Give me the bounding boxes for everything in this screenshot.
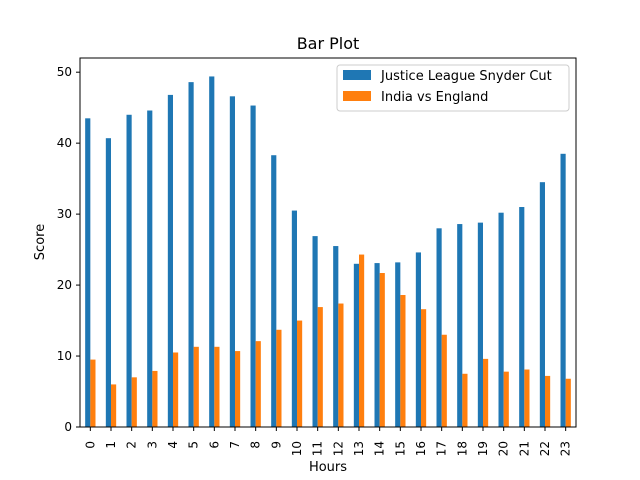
x-tick-label: 7 bbox=[228, 441, 242, 449]
x-tick-label: 11 bbox=[311, 441, 325, 456]
x-tick-label: 6 bbox=[207, 441, 221, 449]
x-tick-label: 20 bbox=[497, 441, 511, 456]
bar-justice-league-20 bbox=[498, 212, 504, 427]
bar-india-vs-england-4 bbox=[173, 352, 179, 427]
x-tick-label: 10 bbox=[290, 441, 304, 456]
bar-justice-league-12 bbox=[333, 246, 339, 427]
x-tick-label: 12 bbox=[331, 441, 345, 456]
legend-swatch bbox=[343, 91, 371, 101]
bar-justice-league-4 bbox=[167, 94, 173, 428]
bar-india-vs-england-23 bbox=[565, 378, 571, 427]
y-tick-label: 50 bbox=[57, 65, 72, 79]
bar-justice-league-8 bbox=[250, 105, 256, 427]
bars-group bbox=[85, 76, 571, 428]
bar-india-vs-england-0 bbox=[90, 359, 96, 427]
x-tick-label: 13 bbox=[352, 441, 366, 456]
legend: Justice League Snyder Cut India vs Englan… bbox=[336, 64, 570, 112]
bar-india-vs-england-17 bbox=[441, 334, 447, 427]
legend-box bbox=[336, 64, 570, 112]
bar-justice-league-21 bbox=[519, 207, 525, 427]
x-tick-label: 16 bbox=[414, 441, 428, 456]
x-tick-label: 3 bbox=[145, 441, 159, 449]
bar-india-vs-england-21 bbox=[524, 369, 530, 427]
bar-justice-league-6 bbox=[209, 76, 215, 427]
bar-india-vs-england-5 bbox=[193, 346, 199, 427]
x-tick-label: 5 bbox=[187, 441, 201, 449]
bar-india-vs-england-10 bbox=[297, 320, 303, 427]
y-tick-label: 40 bbox=[57, 136, 72, 150]
bar-justice-league-11 bbox=[312, 236, 318, 427]
bar-india-vs-england-6 bbox=[214, 346, 220, 427]
bar-justice-league-3 bbox=[147, 110, 153, 427]
chart-title: Bar Plot bbox=[297, 34, 360, 53]
x-axis-label: Hours bbox=[309, 460, 347, 475]
legend-label: Justice League Snyder Cut bbox=[380, 69, 552, 84]
bar-justice-league-2 bbox=[126, 114, 132, 428]
bar-india-vs-england-9 bbox=[276, 329, 282, 427]
y-tick-label: 20 bbox=[57, 278, 72, 292]
x-tick-label: 8 bbox=[249, 441, 263, 449]
bar-india-vs-england-14 bbox=[379, 273, 385, 427]
bar-india-vs-england-11 bbox=[317, 307, 323, 427]
bar-justice-league-7 bbox=[229, 96, 235, 427]
x-tick-label: 0 bbox=[83, 441, 97, 449]
bar-india-vs-england-3 bbox=[152, 370, 158, 427]
x-tick-label: 23 bbox=[559, 441, 573, 456]
y-axis-ticks: 0 10 20 30 40 50 bbox=[57, 65, 80, 434]
bar-justice-league-13 bbox=[353, 263, 359, 427]
x-tick-label: 2 bbox=[125, 441, 139, 449]
bar-justice-league-22 bbox=[539, 182, 545, 427]
x-tick-label: 4 bbox=[166, 441, 180, 449]
y-tick-label: 30 bbox=[57, 207, 72, 221]
bar-justice-league-5 bbox=[188, 82, 194, 427]
bar-india-vs-england-16 bbox=[421, 309, 427, 427]
legend-label: India vs England bbox=[381, 90, 488, 105]
bar-india-vs-england-12 bbox=[338, 303, 344, 427]
bar-india-vs-england-19 bbox=[483, 358, 489, 427]
bar-justice-league-19 bbox=[477, 222, 483, 427]
x-axis-ticks: 0 1 2 3 4 5 6 7 8 9 10 11 12 13 14 15 16 17 18 19 20 21 22 23 bbox=[83, 427, 573, 456]
x-tick-label: 19 bbox=[476, 441, 490, 456]
y-tick-label: 0 bbox=[64, 420, 72, 434]
bar-justice-league-16 bbox=[415, 252, 421, 427]
bar-india-vs-england-20 bbox=[503, 371, 509, 427]
bar-justice-league-23 bbox=[560, 153, 566, 428]
bar-india-vs-england-22 bbox=[545, 375, 551, 427]
plot-frame bbox=[79, 57, 577, 428]
bar-justice-league-18 bbox=[457, 224, 463, 427]
bar-india-vs-england-13 bbox=[359, 254, 365, 427]
bar-india-vs-england-1 bbox=[111, 384, 117, 427]
bar-india-vs-england-7 bbox=[235, 351, 241, 427]
x-tick-label: 17 bbox=[435, 441, 449, 456]
bar-india-vs-england-18 bbox=[462, 373, 468, 427]
bar-india-vs-england-2 bbox=[131, 377, 137, 427]
y-axis-label: Score bbox=[33, 224, 48, 260]
y-tick-label: 10 bbox=[57, 349, 72, 363]
x-tick-label: 18 bbox=[455, 441, 469, 456]
legend-swatch bbox=[343, 70, 371, 80]
x-tick-label: 22 bbox=[538, 441, 552, 456]
bar-india-vs-england-8 bbox=[255, 341, 261, 427]
x-tick-label: 15 bbox=[393, 441, 407, 456]
x-tick-label: 14 bbox=[373, 441, 387, 456]
bar-justice-league-17 bbox=[436, 228, 442, 427]
bar-india-vs-england-15 bbox=[400, 295, 406, 427]
bar-justice-league-0 bbox=[85, 118, 91, 427]
x-tick-label: 21 bbox=[517, 441, 531, 456]
x-tick-label: 1 bbox=[104, 441, 118, 449]
bar-justice-league-14 bbox=[374, 263, 380, 427]
bar-justice-league-9 bbox=[271, 155, 277, 427]
x-tick-label: 9 bbox=[269, 441, 283, 449]
bar-justice-league-10 bbox=[291, 210, 297, 427]
bar-justice-league-1 bbox=[105, 138, 111, 427]
bar-justice-league-15 bbox=[395, 262, 401, 427]
